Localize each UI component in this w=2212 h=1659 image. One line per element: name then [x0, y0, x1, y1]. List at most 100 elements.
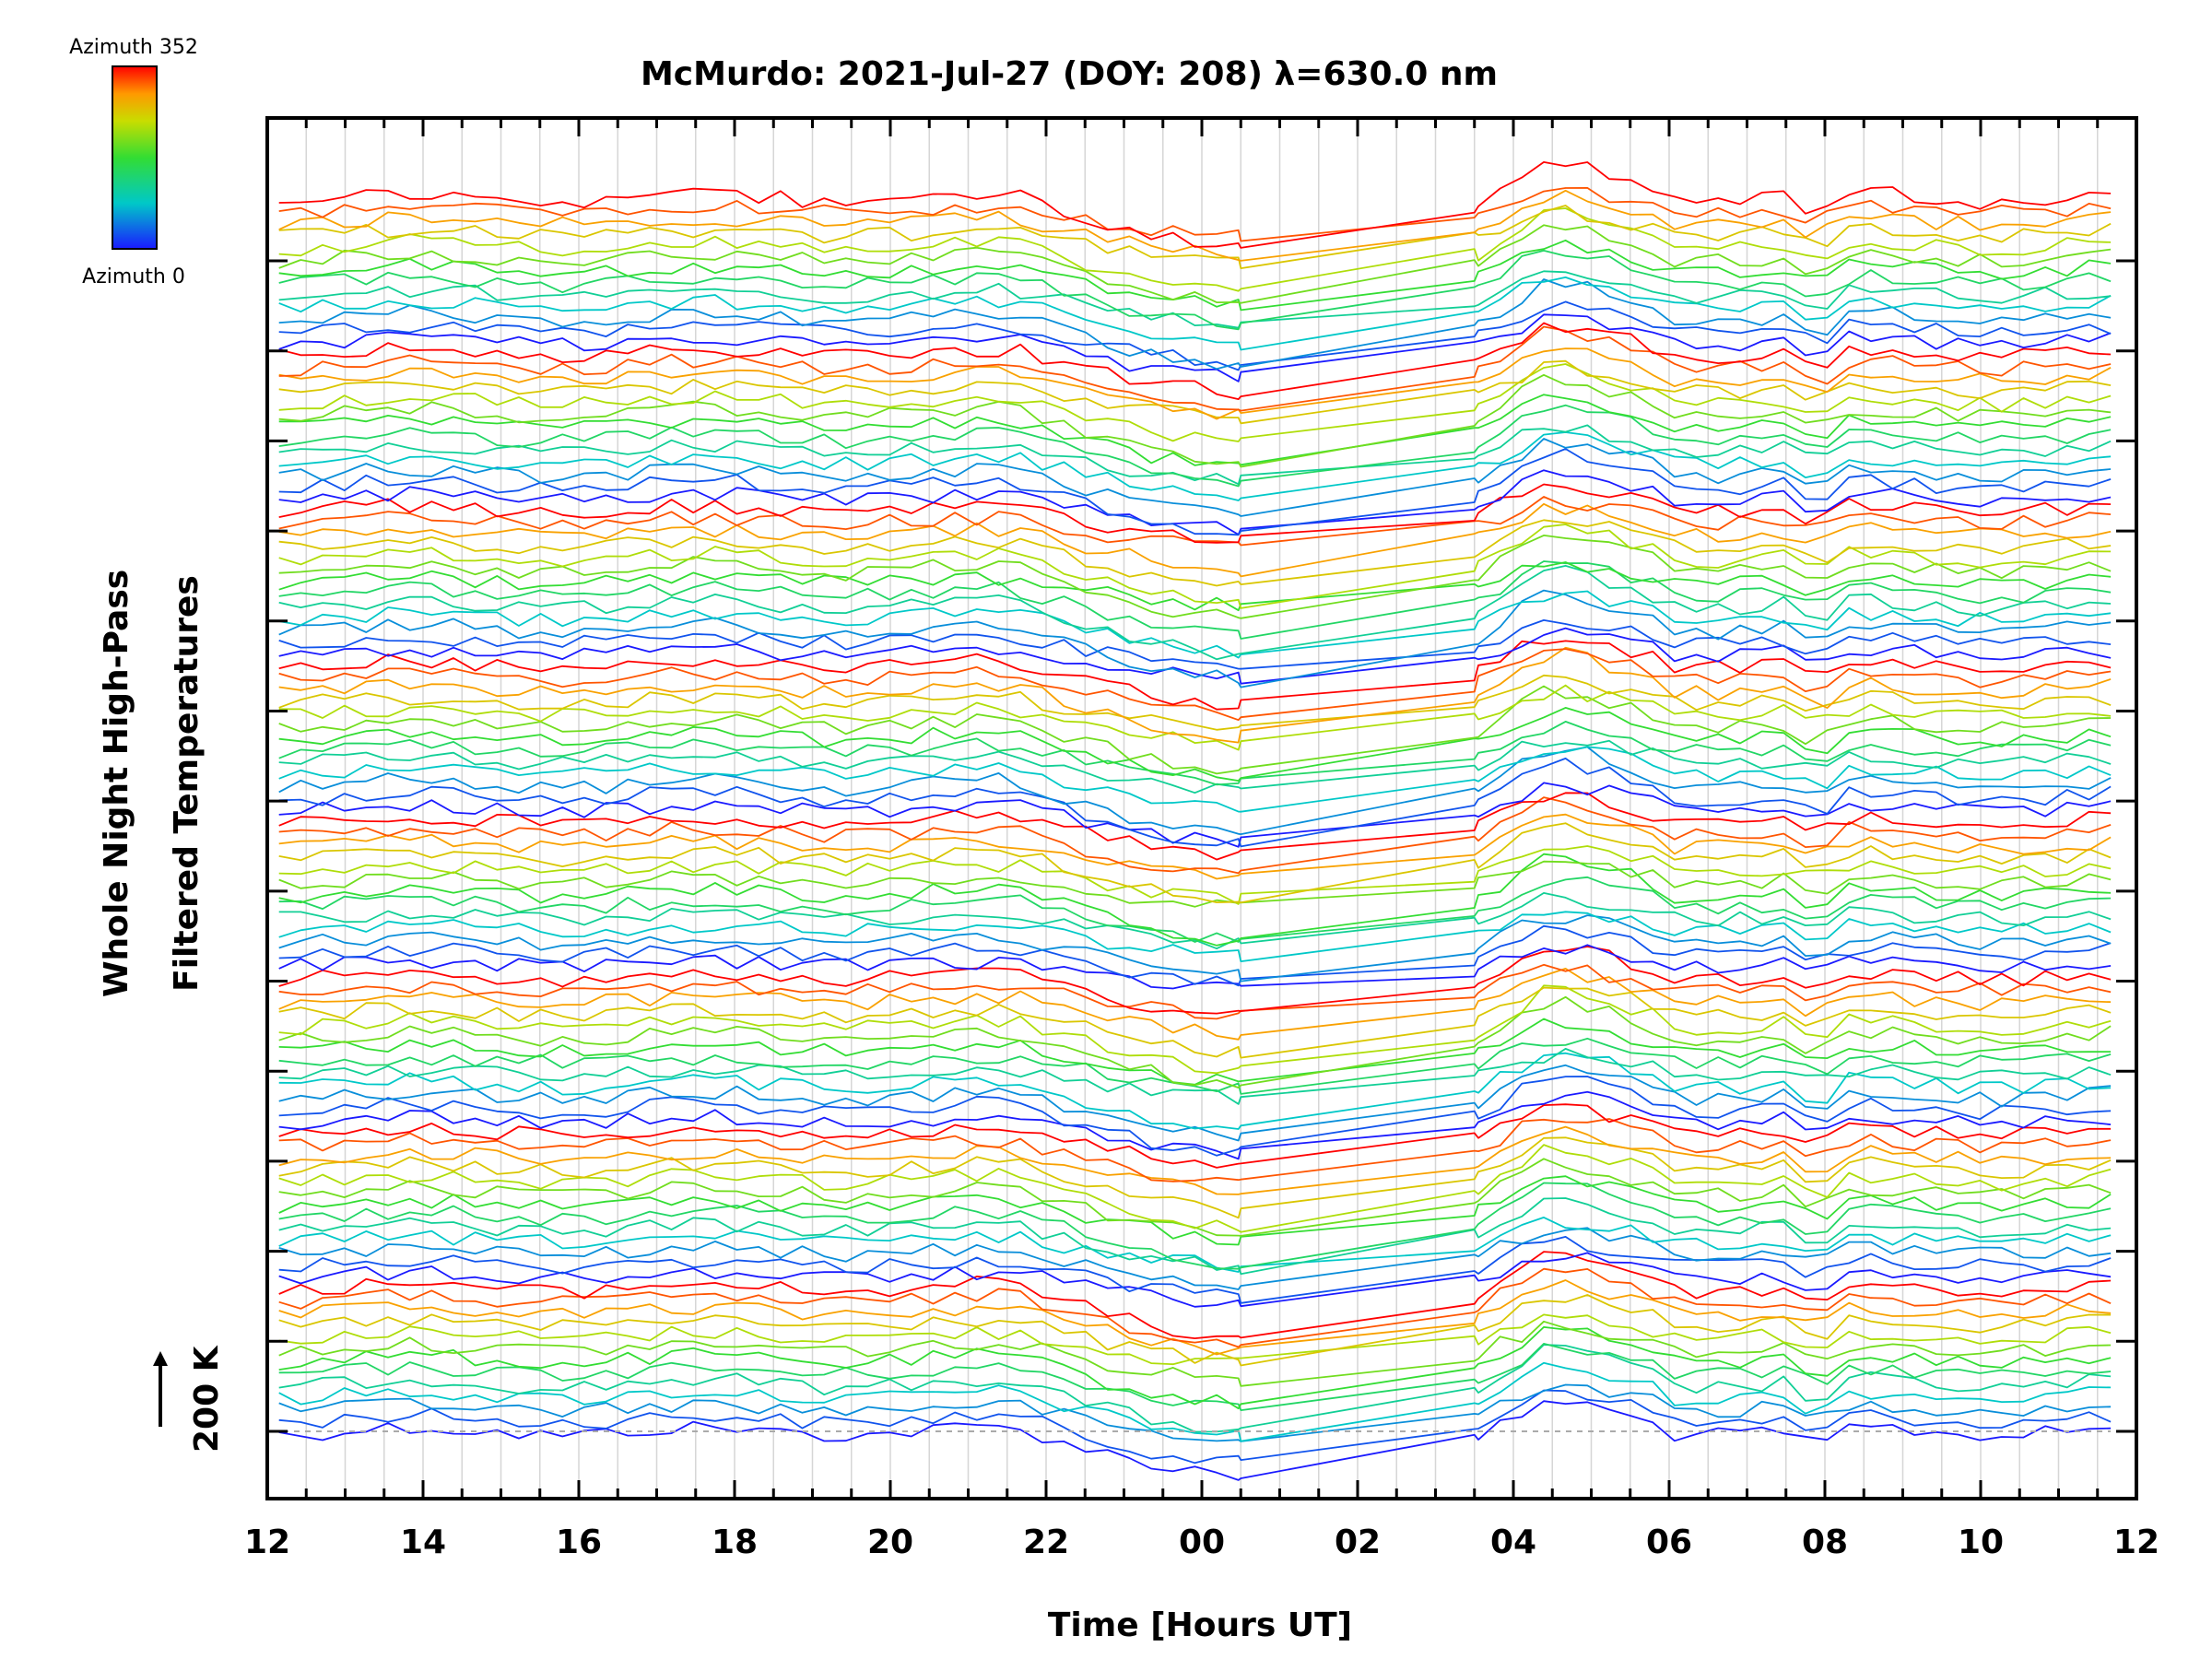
- x-tick-label: 10: [1958, 1524, 2004, 1561]
- series-line: [278, 619, 2112, 670]
- series-line: [278, 249, 2112, 331]
- series-line: [278, 968, 2112, 1041]
- series-line: [278, 792, 2112, 861]
- series-line: [278, 1103, 2112, 1169]
- colorbar-top-label: Azimuth 352: [69, 36, 198, 59]
- series-line: [278, 359, 2112, 425]
- x-tick-labels: 12 14 16 18 20 22 00 02 04 06 08 10 12: [244, 1524, 2159, 1561]
- series-line: [278, 1052, 2112, 1130]
- x-tick-label: 00: [1179, 1524, 1225, 1561]
- colorbar: [112, 65, 158, 250]
- series-line: [278, 160, 2112, 249]
- series-line: [278, 860, 2112, 908]
- series-line: [278, 1182, 2112, 1270]
- series-line: [278, 186, 2112, 242]
- series-line: [278, 853, 2112, 947]
- series-line: [278, 944, 2112, 990]
- x-tick-label: 04: [1490, 1524, 1536, 1561]
- series-line: [278, 483, 2112, 544]
- series-line: [278, 1048, 2112, 1105]
- series-line: [278, 496, 2112, 547]
- series-line: [278, 1197, 2112, 1276]
- series-line: [278, 1294, 2112, 1367]
- series-line: [278, 325, 2112, 412]
- series-line: [278, 1064, 2112, 1142]
- series-line: [278, 1251, 2112, 1339]
- series-line: [278, 924, 2112, 987]
- x-tick-label: 14: [400, 1524, 446, 1561]
- series-line: [278, 627, 2112, 685]
- series-line: [278, 946, 2112, 1015]
- series-line: [278, 984, 2112, 1075]
- series-line: [278, 845, 2112, 905]
- series-line: [278, 646, 2112, 744]
- series-line: [278, 674, 2112, 731]
- series-line: [278, 685, 2112, 775]
- series-line: [278, 1267, 2112, 1348]
- series-line: [278, 739, 2112, 794]
- series-line: [278, 1076, 2112, 1157]
- series-line: [278, 892, 2112, 950]
- series-line: [278, 822, 2112, 904]
- series-line: [278, 721, 2112, 786]
- series-line: [278, 1383, 2112, 1442]
- series-line: [278, 1236, 2112, 1304]
- series-layer: [278, 160, 2112, 1481]
- series-line: [278, 448, 2112, 536]
- series-line: [278, 278, 2112, 371]
- series-line: [278, 394, 2112, 466]
- series-line: [278, 1136, 2112, 1219]
- series-line: [278, 270, 2112, 329]
- series-line: [278, 205, 2112, 270]
- x-tick-label: 08: [1802, 1524, 1848, 1561]
- series-line: [278, 535, 2112, 619]
- series-line: [278, 207, 2112, 292]
- scale-arrow-head: [153, 1351, 168, 1366]
- series-line: [278, 590, 2112, 659]
- series-line: [278, 963, 2112, 1020]
- y-axis-label-line1: Whole Night High-Pass: [98, 570, 135, 997]
- series-line: [278, 1118, 2112, 1182]
- series-line: [278, 519, 2112, 587]
- series-line: [278, 796, 2112, 875]
- series-line: [278, 758, 2112, 848]
- series-line: [278, 986, 2112, 1059]
- series-line: [278, 995, 2112, 1088]
- series-line: [278, 224, 2112, 304]
- series-line: [278, 469, 2112, 535]
- series-line: [278, 239, 2112, 312]
- series-line: [278, 560, 2112, 640]
- series-line: [278, 648, 2112, 722]
- series-line: [278, 1344, 2112, 1433]
- series-line: [278, 373, 2112, 468]
- series-line: [278, 524, 2112, 609]
- x-tick-label: 12: [2113, 1524, 2159, 1561]
- series-line: [278, 424, 2112, 486]
- plot-frame: [265, 116, 2138, 1500]
- series-line: [278, 746, 2112, 835]
- series-line: [278, 1018, 2112, 1086]
- series-line: [278, 189, 2112, 262]
- series-line: [278, 276, 2112, 351]
- series-line: [278, 1175, 2112, 1246]
- x-tick-label: 02: [1335, 1524, 1381, 1561]
- series-line: [278, 914, 2112, 982]
- x-tick-label: 20: [867, 1524, 913, 1561]
- x-tick-label: 12: [244, 1524, 290, 1561]
- x-axis-label: Time [Hours UT]: [1048, 1606, 1352, 1644]
- series-line: [278, 1125, 2112, 1195]
- series-line: [278, 300, 2112, 371]
- series-line: [278, 746, 2112, 813]
- x-tick-label: 18: [712, 1524, 758, 1561]
- x-tick-label: 06: [1646, 1524, 1692, 1561]
- series-line: [278, 684, 2112, 751]
- series-line: [278, 782, 2112, 848]
- series-line: [278, 813, 2112, 880]
- series-line: [278, 1279, 2112, 1356]
- series-line: [278, 565, 2112, 661]
- series-line: [278, 438, 2112, 517]
- series-line: [278, 1326, 2112, 1410]
- series-line: [278, 640, 2112, 711]
- x-tick-label: 22: [1023, 1524, 1069, 1561]
